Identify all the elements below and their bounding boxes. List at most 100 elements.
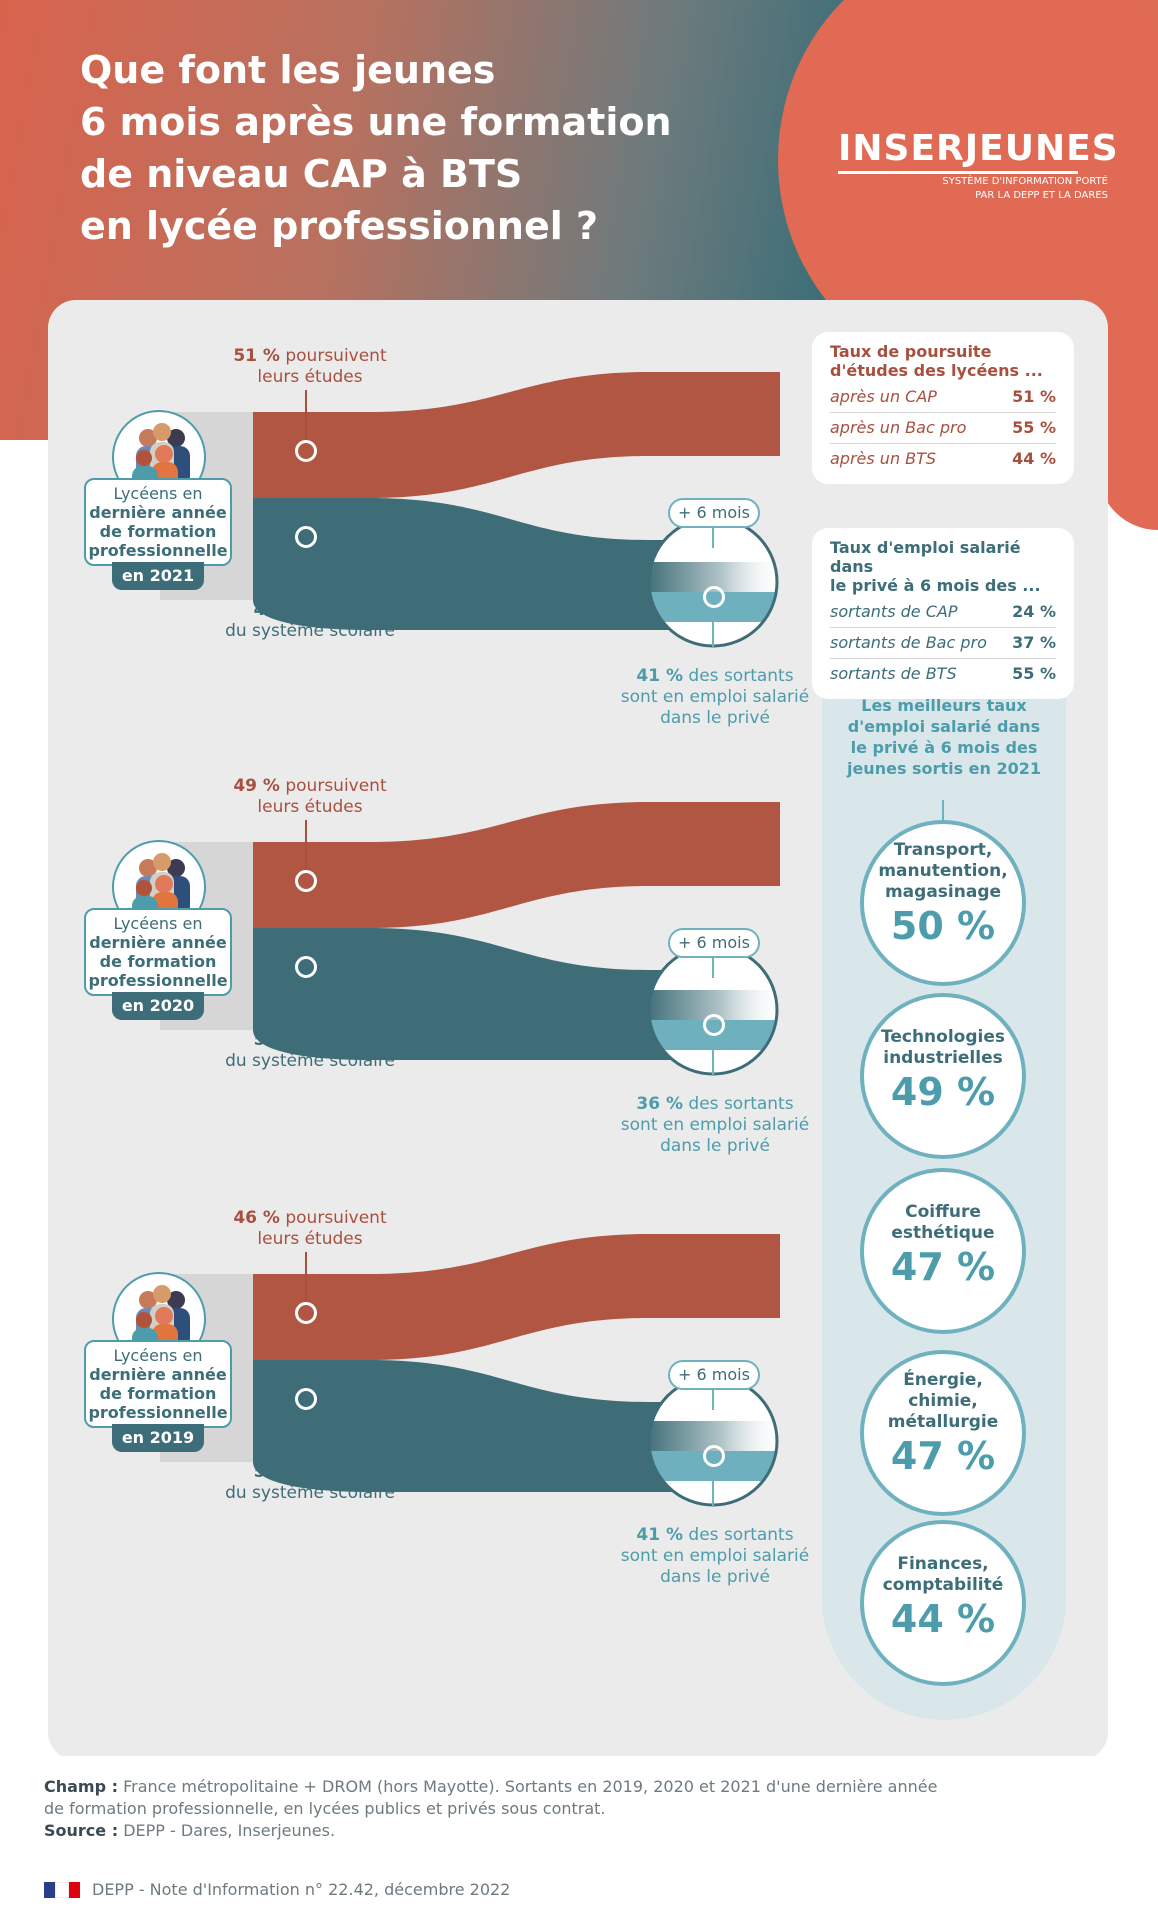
connector-line [305, 820, 307, 870]
label-text: poursuivent [279, 346, 387, 366]
title-line: en lycée professionnel ? [80, 204, 599, 248]
row-label: sortants de BTS [830, 664, 957, 683]
students-group-icon [112, 1272, 206, 1366]
employment-pct: 41 % [636, 666, 684, 686]
leave-school-flow [253, 1360, 713, 1492]
box-line: professionnelle [88, 971, 228, 990]
footer-area [0, 1756, 1158, 1920]
title-line: Les meilleurs taux [861, 696, 1027, 715]
notes: Champ : France métropolitaine + DROM (ho… [44, 1776, 1104, 1842]
label-text: dans le privé [660, 1567, 770, 1587]
table-title: le privé à 6 mois des ... [830, 576, 1041, 595]
source-label: Source : [44, 1821, 119, 1840]
label-text: sortent [300, 1030, 367, 1050]
connector-line [305, 1410, 307, 1460]
label-text: sont en emploi salarié [620, 1115, 810, 1135]
table-title: d'études des lycéens ... [830, 361, 1043, 380]
row-label: après un BTS [830, 449, 937, 468]
cohort-year-tag: en 2020 [112, 992, 204, 1020]
row-value: 24 % [1012, 602, 1056, 621]
logo-subtitle: SYSTÈME D'INFORMATION PORTÉ [942, 176, 1108, 187]
sector-name: magasinage [884, 882, 1002, 902]
footer-citation: DEPP - Note d'Information n° 22.42, déce… [92, 1880, 511, 1899]
champ-label: Champ : [44, 1777, 119, 1796]
continue-pct: 49 % [233, 776, 280, 796]
row-label: sortants de Bac pro [830, 633, 987, 652]
row-value: 44 % [1012, 449, 1056, 468]
box-line: professionnelle [88, 541, 228, 560]
sector-rate-circle: Technologies industrielles 49 % [860, 993, 1026, 1159]
label-text: sortent [300, 600, 367, 620]
employment-bubble [648, 517, 778, 647]
row-value: 55 % [1012, 664, 1056, 683]
connector-line [712, 1390, 714, 1410]
sector-pct: 44 % [890, 1597, 996, 1641]
pin-marker [295, 1302, 317, 1324]
table-row: après un BTS 44 % [830, 443, 1056, 474]
best-rates-title: Les meilleurs taux d'emploi salarié dans… [822, 695, 1066, 779]
sector-rate-circle: Énergie, chimie, métallurgie 47 % [860, 1350, 1026, 1516]
pin-marker [295, 870, 317, 892]
connector-line [712, 1036, 714, 1076]
connector-line [712, 1467, 714, 1507]
label-text: leurs études [257, 1229, 363, 1249]
pin-marker [295, 526, 317, 548]
cohort-year-tag: en 2019 [112, 1424, 204, 1452]
pin-marker [295, 956, 317, 978]
connector-line [305, 1252, 307, 1302]
logo-wordmark: INSERJEUNES [838, 128, 1119, 169]
label-text: sont en emploi salarié [620, 1546, 810, 1566]
label-text: leurs études [257, 367, 363, 387]
header-decor-tail [1098, 300, 1158, 530]
label-text: des sortants [683, 1094, 794, 1114]
leave-pct: 49 % [253, 600, 301, 620]
leave-pct: 54 % [253, 1462, 301, 1482]
label-text: des sortants [683, 666, 794, 686]
sector-name: industrielles [883, 1048, 1003, 1068]
sector-name: Coiffure [905, 1202, 981, 1222]
cohort-year-tag: en 2021 [112, 562, 204, 590]
label-text: dans le privé [660, 1136, 770, 1156]
table-title: Taux de poursuite [830, 342, 992, 361]
connector-line [712, 528, 714, 548]
connector-line [942, 800, 944, 824]
label-text: du système scolaire [225, 1051, 395, 1071]
champ-text: France métropolitaine + DROM (hors Mayot… [118, 1777, 938, 1796]
label-text: sortent [300, 1462, 367, 1482]
sector-name: métallurgie [887, 1412, 999, 1432]
leave-school-flow [253, 498, 713, 630]
box-line: de formation [99, 1384, 217, 1403]
title-line: de niveau CAP à BTS [80, 152, 523, 196]
box-line: Lycéens en [113, 914, 203, 933]
title-line: 6 mois après une formation [80, 100, 672, 144]
box-line: professionnelle [88, 1403, 228, 1422]
footer: DEPP - Note d'Information n° 22.42, déce… [44, 1880, 510, 1899]
box-line: dernière année [89, 933, 227, 952]
row-value: 37 % [1012, 633, 1056, 652]
sector-name: chimie, [908, 1391, 978, 1411]
pin-marker [295, 1388, 317, 1410]
label-text: poursuivent [279, 776, 387, 796]
table-row: après un Bac pro 55 % [830, 412, 1056, 443]
sector-rate-circle: Transport, manutention, magasinage 50 % [860, 820, 1026, 986]
six-months-badge: + 6 mois [668, 498, 760, 528]
connector-line [712, 958, 714, 978]
box-line: de formation [99, 522, 217, 541]
title-line: le privé à 6 mois des [850, 738, 1038, 757]
label-text: dans le privé [660, 708, 770, 728]
inserjeunes-logo: INSERJEUNES SYSTÈME D'INFORMATION PORTÉ … [838, 128, 1118, 202]
sector-name: Transport, [893, 840, 993, 860]
table-row: sortants de CAP 24 % [830, 597, 1056, 627]
champ-text: de formation professionnelle, en lycées … [44, 1799, 606, 1818]
continue-studies-label: 49 % poursuivent leurs études [220, 776, 400, 818]
connector-line [305, 390, 307, 440]
sector-rate-circle: Coiffure esthétique 47 % [860, 1168, 1026, 1334]
six-months-badge: + 6 mois [668, 928, 760, 958]
title-line: Que font les jeunes [80, 48, 496, 92]
table-row: après un CAP 51 % [830, 382, 1056, 412]
label-text: des sortants [683, 1525, 794, 1545]
table-row: sortants de Bac pro 37 % [830, 627, 1056, 658]
continue-studies-label: 51 % poursuivent leurs études [220, 346, 400, 388]
flow-diagram [160, 372, 780, 1507]
label-text: poursuivent [279, 1208, 387, 1228]
